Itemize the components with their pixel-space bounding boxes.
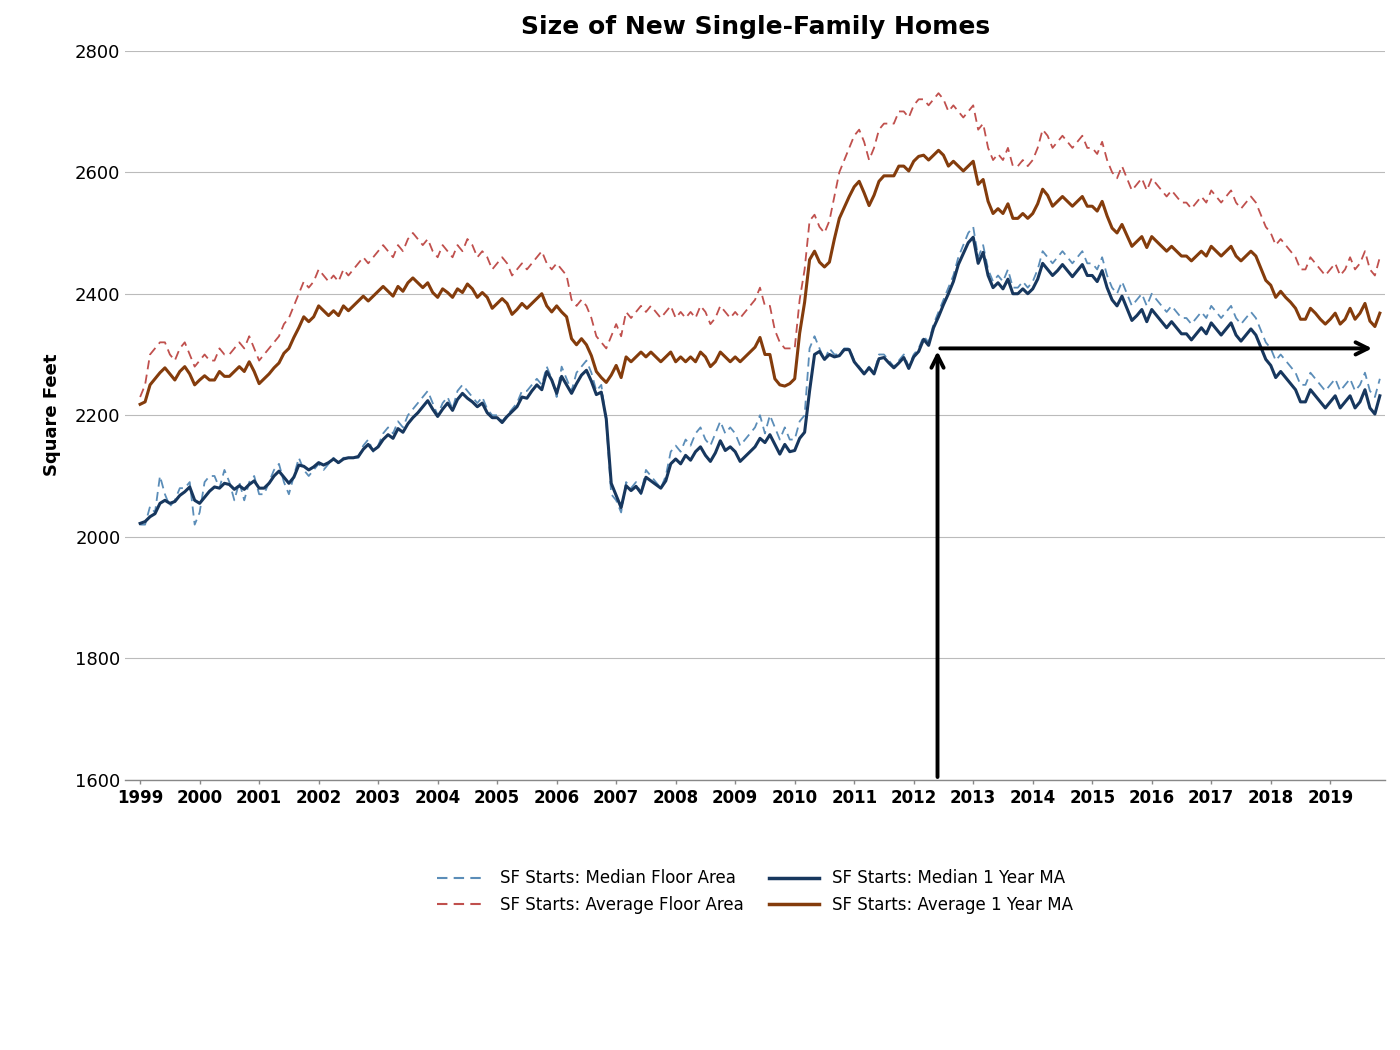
Title: Size of New Single-Family Homes: Size of New Single-Family Homes — [521, 15, 990, 39]
Legend: SF Starts: Median Floor Area, SF Starts: Average Floor Area, SF Starts: Median 1: SF Starts: Median Floor Area, SF Starts:… — [428, 861, 1082, 922]
Y-axis label: Square Feet: Square Feet — [43, 354, 62, 477]
